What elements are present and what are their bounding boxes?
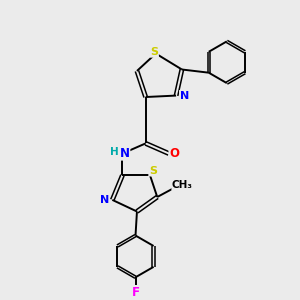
Text: S: S [149,166,157,176]
Text: N: N [100,195,109,205]
Text: N: N [180,91,189,100]
Text: N: N [120,147,130,160]
Text: O: O [169,147,179,160]
Text: H: H [110,147,119,157]
Text: CH₃: CH₃ [172,180,193,190]
Text: F: F [131,286,140,299]
Text: S: S [150,47,158,57]
